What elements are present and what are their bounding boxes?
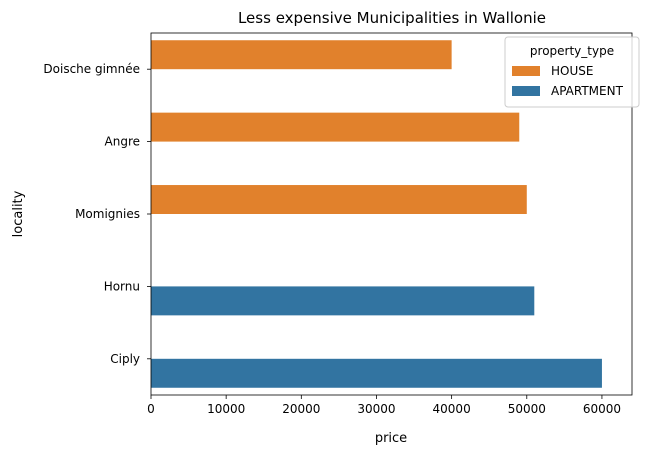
x-tick-label: 40000 — [433, 402, 471, 416]
bars-group — [151, 40, 602, 388]
x-tick-label: 60000 — [583, 402, 621, 416]
x-axis-label: price — [375, 431, 407, 446]
legend-swatch-house — [512, 66, 540, 76]
y-axis-label: locality — [11, 190, 26, 237]
bar-house-0 — [151, 40, 452, 70]
y-tick-label: Hornu — [104, 279, 140, 293]
y-tick-label: Ciply — [110, 352, 140, 366]
legend-swatch-apartment — [512, 86, 540, 96]
bar-house-1 — [151, 112, 520, 142]
legend-label-house: HOUSE — [551, 64, 593, 78]
bar-house-2 — [151, 185, 527, 214]
plot-frame — [150, 32, 633, 396]
y-axis-ticks: Doische gimnée Angre Momignies Hornu Ciply — [43, 62, 151, 366]
legend-label-apartment: APARTMENT — [551, 84, 624, 98]
y-tick-label: Momignies — [75, 207, 140, 221]
x-tick-label: 0 — [147, 402, 155, 416]
legend: property_type HOUSE APARTMENT — [504, 36, 640, 108]
legend-title: property_type — [530, 44, 614, 58]
x-tick-label: 50000 — [508, 402, 546, 416]
x-tick-label: 10000 — [207, 402, 245, 416]
x-tick-label: 20000 — [282, 402, 320, 416]
x-tick-label: 30000 — [357, 402, 395, 416]
y-tick-label: Angre — [105, 135, 140, 149]
x-axis-ticks: 0 10000 20000 30000 40000 50000 60000 — [147, 395, 621, 416]
bar-apartment-4 — [151, 358, 602, 388]
bar-apartment-3 — [151, 286, 535, 316]
chart-title: Less expensive Municipalities in Walloni… — [238, 9, 546, 27]
legend-entries: HOUSE APARTMENT — [512, 64, 624, 98]
y-tick-label: Doische gimnée — [43, 62, 140, 76]
